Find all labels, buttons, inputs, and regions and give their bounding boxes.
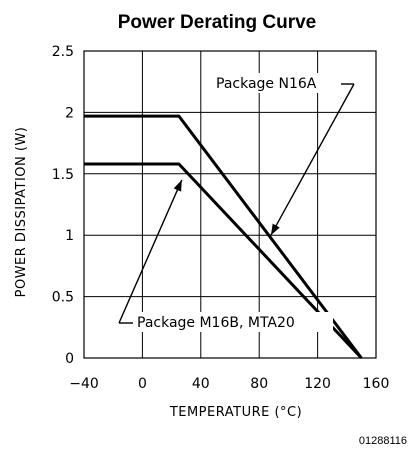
y-tick-label: 0 [65, 351, 74, 367]
y-tick-label: 1.5 [52, 167, 74, 183]
annotation-n16a-leader-head [270, 223, 280, 236]
grid [84, 51, 376, 358]
chart-title: Power Derating Curve [118, 12, 317, 33]
annotation-m16b-leader-head [173, 179, 182, 192]
x-tick-label: −40 [69, 376, 99, 392]
series-layer [84, 114, 363, 360]
x-tick-label: 120 [304, 376, 331, 392]
y-tick-label: 1 [65, 228, 74, 244]
annotation-m16b-background [131, 312, 333, 332]
plot-frame [83, 50, 377, 359]
series-package-m16b-mta20-line [84, 162, 363, 360]
series-package-n16a-line [84, 114, 363, 359]
annotation-package-n16a: Package N16A [216, 76, 317, 92]
y-axis-label: POWER DISSIPATION (W) [14, 127, 29, 298]
x-tick-label: 0 [138, 376, 147, 392]
x-tick-label: 160 [363, 376, 390, 392]
x-tick-label: 40 [192, 376, 210, 392]
x-axis-label: TEMPERATURE (°C) [169, 405, 302, 420]
y-tick-label: 2.5 [52, 44, 74, 60]
x-tick-label: 80 [250, 376, 268, 392]
annotation-n16a-background [212, 73, 348, 93]
annotation-m16b-leader [118, 179, 183, 324]
y-tick-label: 0.5 [52, 290, 74, 306]
figure-code: 01288116 [359, 435, 407, 447]
y-tick-label: 2 [65, 105, 74, 121]
tick-labels: −40 0 40 80 120 160 0 0.5 1 1.5 2 2.5 [52, 44, 390, 392]
annotation-package-m16b-mta20: Package M16B, MTA20 [137, 315, 295, 331]
annotation-n16a-leader [270, 83, 355, 236]
annotation-layer: Package N16A Package M16B, MTA20 [118, 73, 355, 332]
